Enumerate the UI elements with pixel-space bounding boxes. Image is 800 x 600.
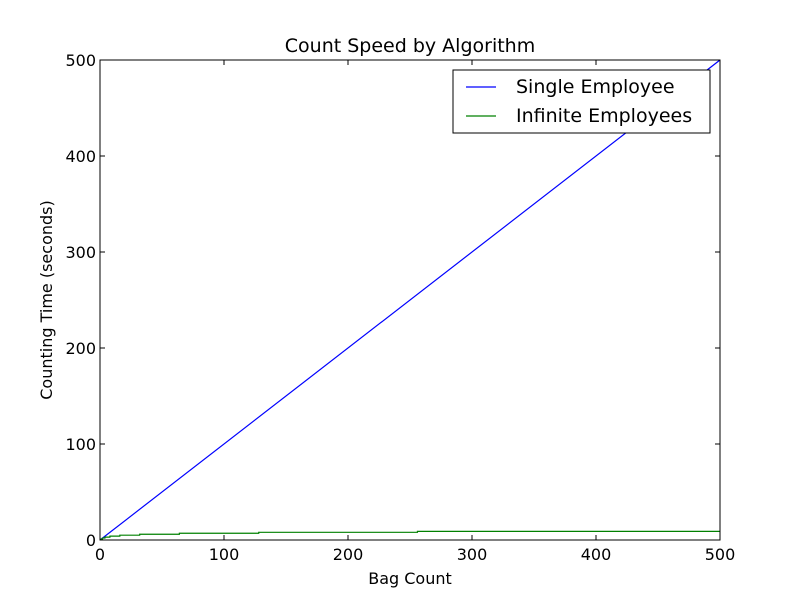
x-tick-label: 200 xyxy=(333,545,364,564)
x-tick-label: 100 xyxy=(209,545,240,564)
y-tick-label: 200 xyxy=(65,339,96,358)
y-tick-label: 300 xyxy=(65,243,96,262)
x-tick-label: 500 xyxy=(705,545,736,564)
x-tick-label: 300 xyxy=(457,545,488,564)
y-tick-label: 100 xyxy=(65,435,96,454)
x-tick-label: 400 xyxy=(581,545,612,564)
legend-label-infinite-employees: Infinite Employees xyxy=(516,105,692,127)
x-tick-label: 0 xyxy=(95,545,105,564)
legend-label-single-employee: Single Employee xyxy=(516,76,675,98)
series-line-single-employee xyxy=(99,59,721,541)
series-line-infinite-employees xyxy=(99,530,720,541)
legend: Single Employee Infinite Employees xyxy=(452,69,711,134)
y-axis-ticks: 0 100 200 300 400 500 xyxy=(65,51,720,550)
y-axis-label: Counting Time (seconds) xyxy=(37,200,56,399)
x-axis-label: Bag Count xyxy=(368,569,452,588)
plot-frame xyxy=(99,59,721,541)
plot-lines xyxy=(99,59,721,541)
y-tick-label: 0 xyxy=(86,531,96,550)
y-tick-label: 400 xyxy=(65,147,96,166)
y-tick-label: 500 xyxy=(65,51,96,70)
legend-box xyxy=(452,69,711,134)
chart-title: Count Speed by Algorithm xyxy=(285,35,535,57)
x-axis-ticks: 0 100 200 300 400 500 xyxy=(95,60,735,564)
